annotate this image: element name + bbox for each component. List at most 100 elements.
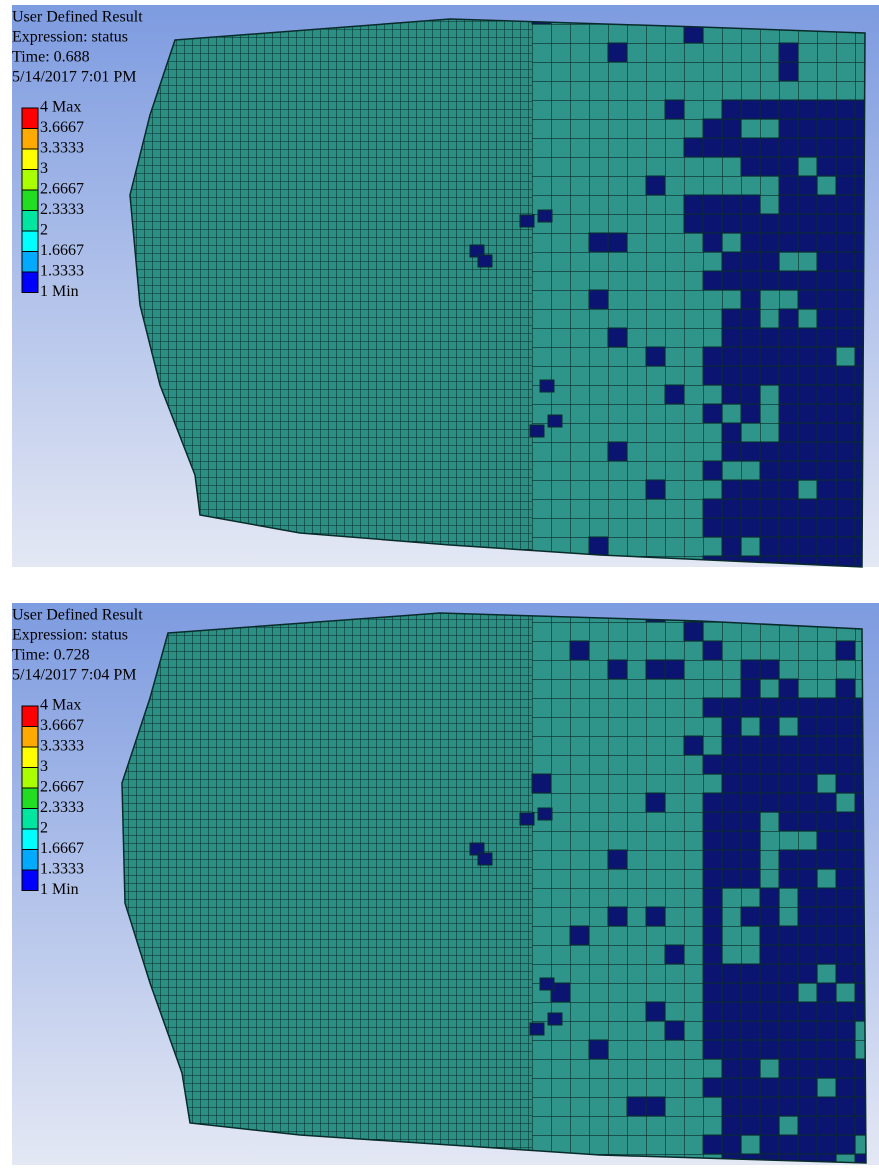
status-element xyxy=(684,138,703,157)
status-element xyxy=(817,888,836,907)
status-element xyxy=(760,660,779,679)
status-element xyxy=(703,347,722,366)
status-element xyxy=(798,1135,817,1154)
status-element xyxy=(836,385,855,404)
status-element xyxy=(817,1021,836,1040)
status-element xyxy=(779,119,798,138)
status-element xyxy=(817,812,836,831)
status-element xyxy=(703,1002,722,1021)
status-element xyxy=(741,736,760,755)
status-element xyxy=(798,1116,817,1135)
status-element xyxy=(798,793,817,812)
status-element xyxy=(741,1040,760,1059)
status-element xyxy=(779,1021,798,1040)
status-element xyxy=(760,100,779,119)
status-element xyxy=(779,793,798,812)
legend-label: 1.3333 xyxy=(40,861,84,878)
status-element xyxy=(836,328,855,347)
status-element xyxy=(817,537,836,556)
status-element xyxy=(798,698,817,717)
status-element xyxy=(646,176,665,195)
status-element xyxy=(722,774,741,793)
status-element xyxy=(548,1013,562,1025)
legend-label: 3.3333 xyxy=(40,738,84,755)
status-element xyxy=(741,869,760,888)
status-element xyxy=(722,831,741,850)
status-element xyxy=(760,480,779,499)
status-element xyxy=(646,660,665,679)
status-element xyxy=(779,157,798,176)
status-element xyxy=(722,518,741,537)
status-element xyxy=(760,926,779,945)
status-element xyxy=(798,366,817,385)
status-element xyxy=(779,755,798,774)
legend-label: 2.6667 xyxy=(40,181,84,198)
status-element xyxy=(538,210,552,222)
status-element xyxy=(741,774,760,793)
status-element xyxy=(836,926,855,945)
status-element xyxy=(817,157,836,176)
status-element xyxy=(646,347,665,366)
status-element xyxy=(722,698,741,717)
status-element xyxy=(817,717,836,736)
status-element xyxy=(798,195,817,214)
status-element xyxy=(760,233,779,252)
status-element xyxy=(817,698,836,717)
status-element xyxy=(722,964,741,983)
legend-label: 1.6667 xyxy=(40,840,84,857)
status-element xyxy=(817,926,836,945)
status-element xyxy=(760,1002,779,1021)
status-element xyxy=(836,366,855,385)
status-element xyxy=(722,119,741,138)
status-element xyxy=(760,347,779,366)
legend-label: 1 Min xyxy=(40,881,79,898)
status-element xyxy=(760,138,779,157)
status-element xyxy=(722,1021,741,1040)
status-element xyxy=(741,271,760,290)
status-element xyxy=(741,1078,760,1097)
status-element xyxy=(798,347,817,366)
status-element xyxy=(722,793,741,812)
status-element xyxy=(684,622,703,641)
status-element xyxy=(665,945,684,964)
status-element xyxy=(836,641,855,660)
legend-swatch xyxy=(22,870,38,891)
status-element xyxy=(722,736,741,755)
status-element xyxy=(760,1097,779,1116)
status-element xyxy=(722,328,741,347)
status-element xyxy=(836,423,855,442)
status-element xyxy=(722,423,741,442)
status-element xyxy=(798,271,817,290)
status-element xyxy=(722,1002,741,1021)
header-title: User Defined Result xyxy=(12,607,143,624)
status-element xyxy=(703,271,722,290)
status-element xyxy=(817,233,836,252)
status-element xyxy=(798,1059,817,1078)
status-element xyxy=(817,328,836,347)
status-element xyxy=(703,1135,722,1154)
status-element xyxy=(741,983,760,1002)
status-element xyxy=(703,964,722,983)
status-element xyxy=(703,119,722,138)
status-element xyxy=(836,831,855,850)
legend-swatch xyxy=(22,108,38,129)
status-element xyxy=(798,119,817,138)
status-element xyxy=(836,176,855,195)
legend-swatch xyxy=(22,129,38,150)
status-element xyxy=(684,736,703,755)
status-element xyxy=(779,62,798,81)
status-element xyxy=(779,480,798,499)
status-element xyxy=(779,736,798,755)
status-element xyxy=(779,43,798,62)
status-element xyxy=(760,537,779,556)
status-element xyxy=(741,252,760,271)
status-element xyxy=(779,214,798,233)
status-element xyxy=(646,480,665,499)
status-element xyxy=(836,1135,855,1154)
status-element xyxy=(741,1021,760,1040)
status-element xyxy=(760,755,779,774)
status-element xyxy=(703,831,722,850)
status-element xyxy=(836,698,855,717)
status-element xyxy=(817,1059,836,1078)
status-element xyxy=(703,1021,722,1040)
